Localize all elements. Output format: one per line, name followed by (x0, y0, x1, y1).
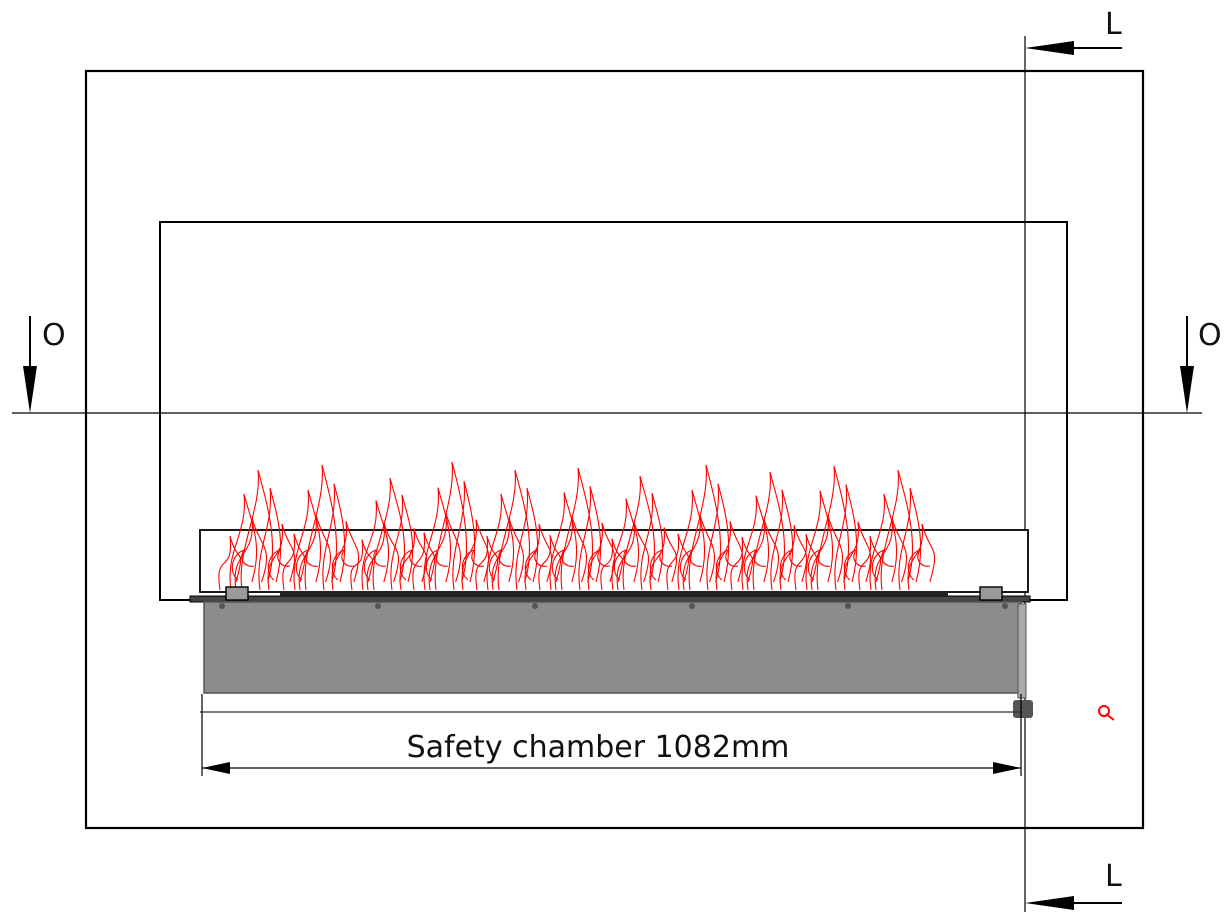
flame-curl (679, 549, 703, 581)
flames (218, 461, 936, 591)
flame-curl (331, 549, 355, 581)
flame-stroke (682, 514, 716, 591)
flame-stroke (486, 493, 515, 591)
section-arrow-bottom (1025, 896, 1122, 910)
outer-frame (84, 69, 1145, 830)
flame-stroke (524, 523, 553, 591)
flame-curl (649, 549, 673, 581)
flame-curl (587, 549, 611, 581)
flame-stroke (475, 535, 499, 591)
flame-stroke (229, 493, 258, 591)
flame-curl (461, 549, 485, 581)
flame-stroke (880, 469, 914, 591)
flame-stroke (843, 521, 872, 591)
flame-stroke (810, 515, 844, 591)
flame-stroke (399, 528, 428, 591)
flame-stroke (600, 538, 624, 591)
flame-stroke (677, 489, 706, 591)
flame-stroke (874, 517, 908, 591)
flame-stroke (461, 519, 490, 591)
flame-stroke (549, 492, 578, 591)
flame-stroke (730, 536, 754, 591)
section-label-bottom: L (1105, 859, 1122, 894)
burner-side-bracket (1013, 603, 1033, 718)
flame-stroke (578, 486, 602, 591)
flame-curl (363, 549, 387, 581)
flame-stroke (366, 522, 400, 591)
flame-stroke (218, 535, 242, 591)
flame-curl (295, 549, 319, 581)
dimension-label: Safety chamber 1082mm (407, 730, 790, 765)
flame-stroke (752, 471, 786, 591)
flame-stroke (649, 527, 678, 591)
flame-stroke (741, 495, 770, 591)
section-label-left: O (42, 318, 66, 353)
flame-curl (907, 549, 931, 581)
flame-curl (425, 549, 449, 581)
flame-stroke (560, 467, 594, 591)
flame-curl (743, 549, 767, 581)
flame-stroke (715, 521, 744, 591)
red-marker-icon (1098, 705, 1115, 721)
flame-stroke (907, 523, 936, 591)
flame-stroke (611, 498, 640, 591)
flame-stroke (869, 493, 898, 591)
flame-curl (871, 549, 895, 581)
flame-curl (551, 549, 575, 581)
flame-stroke (497, 469, 531, 591)
flame-stroke (666, 533, 690, 591)
flame-stroke (423, 487, 452, 591)
flame-stroke (794, 534, 818, 591)
flame-stroke (616, 521, 650, 591)
flame-curl (488, 549, 512, 581)
flame-stroke (350, 539, 374, 591)
flame-stroke (640, 492, 664, 591)
flame-stroke (267, 523, 296, 591)
flame-stroke (361, 500, 390, 591)
flame-stroke (298, 514, 332, 591)
flame-stroke (293, 489, 322, 591)
flame-stroke (428, 513, 462, 591)
flame-stroke (538, 534, 562, 591)
flame-curl (843, 549, 867, 581)
section-label-top: L (1105, 7, 1122, 42)
burner-screws (219, 603, 1008, 609)
flame-curl (231, 549, 255, 581)
burner-body (203, 601, 1022, 694)
flame-stroke (240, 469, 274, 591)
flame-stroke (412, 532, 436, 591)
flame-stroke (234, 517, 268, 591)
dimension-safety-chamber (201, 694, 1022, 776)
flame-stroke (805, 490, 834, 591)
section-arrow-left (23, 316, 37, 413)
section-arrow-top (1025, 41, 1122, 55)
flame-stroke (779, 524, 808, 591)
flame-curl (267, 549, 291, 581)
section-label-right: O (1198, 318, 1222, 353)
flame-stroke (746, 519, 780, 591)
flame-stroke (554, 516, 588, 591)
section-arrow-right (1180, 316, 1194, 413)
flame-stroke (282, 533, 306, 591)
flame-stroke (331, 521, 360, 591)
flame-stroke (858, 535, 882, 591)
flame-curl (524, 549, 548, 581)
flame-stroke (491, 517, 525, 591)
flame-curl (779, 549, 803, 581)
flame-curl (613, 549, 637, 581)
flame-curl (715, 549, 739, 581)
flame-curl (807, 549, 831, 581)
